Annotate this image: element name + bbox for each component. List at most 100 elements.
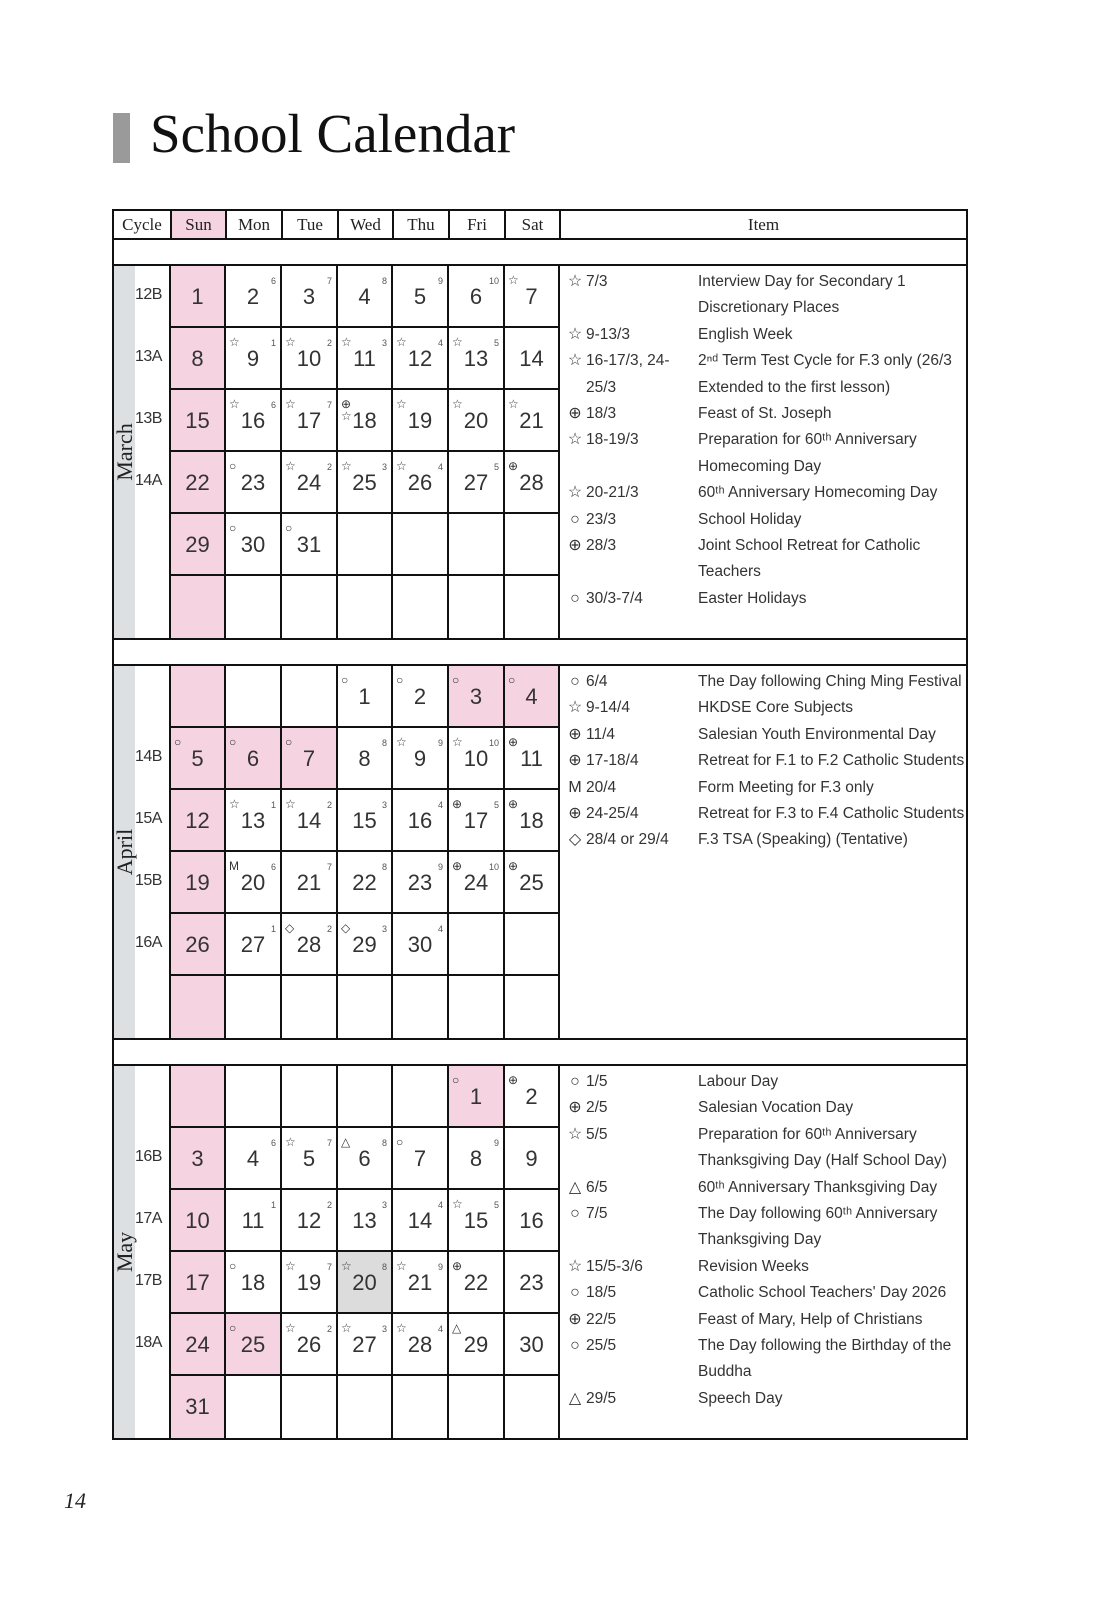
day-cell <box>280 576 336 638</box>
day-cell: ☆ 28 4 <box>391 1314 447 1376</box>
star-icon: ☆ <box>341 459 352 473</box>
day-cell: ☆ 20 8 <box>336 1252 391 1314</box>
day-number: 26 <box>296 1332 322 1357</box>
star-icon: ☆ <box>229 335 240 349</box>
day-number: 3 <box>469 684 483 709</box>
day-number: 6 <box>469 284 483 309</box>
header-sat: Sat <box>506 211 561 238</box>
day-number: 6 <box>246 746 260 771</box>
star-icon: ☆ <box>396 397 407 411</box>
event-date: 5/5 <box>586 1125 608 1143</box>
crossed-circle-icon: ⊕ <box>568 405 582 423</box>
cycle-label: 14B <box>135 748 162 765</box>
day-number: 1 <box>358 684 371 709</box>
event-description: English Week <box>698 325 793 343</box>
day-cell: ○ 5 <box>169 728 224 790</box>
cycle-label: 17B <box>135 1272 162 1289</box>
cycle-label: 16A <box>135 934 162 951</box>
day-number: 1 <box>191 284 204 309</box>
day-cell: 27 5 <box>447 452 503 514</box>
m-marker-icon: M <box>229 859 239 873</box>
event-description: 2ⁿᵈ Term Test Cycle for F.3 only (26/3 E… <box>698 352 952 396</box>
day-cell <box>336 576 391 638</box>
event-description: Speech Day <box>698 1389 783 1407</box>
star-icon: ☆ <box>229 397 240 411</box>
cycle-label <box>135 666 169 728</box>
day-cell <box>280 666 336 728</box>
cycle-day-number: 5 <box>493 800 499 810</box>
day-number: 6 <box>358 1146 371 1171</box>
day-cell: ☆ 10 2 <box>280 328 336 390</box>
cycle-day-number: 7 <box>326 400 332 410</box>
day-cell: 30 4 <box>391 914 447 976</box>
crossed-circle-icon: ⊕ <box>508 459 519 473</box>
event-item: ⊕ 24-25/4 Retreat for F.3 to F.4 Catholic … <box>564 801 966 827</box>
day-number: 11 <box>520 746 543 771</box>
month-spacer <box>114 1040 966 1066</box>
event-description: Joint School Retreat for Catholic Teache… <box>698 537 921 581</box>
day-cell <box>224 1376 280 1438</box>
day-cell <box>503 514 558 576</box>
day-cell: 23 9 <box>391 852 447 914</box>
header-item: Item <box>747 215 780 234</box>
day-number: 18 <box>519 808 544 833</box>
day-number: 15 <box>463 1208 489 1233</box>
day-number: 20 <box>240 870 266 895</box>
cycle-label <box>135 514 169 576</box>
event-item: ○ 6/4 The Day following Ching Ming Festiva… <box>564 669 966 695</box>
star-icon: ☆ <box>452 735 463 749</box>
star-icon: ☆ <box>452 335 463 349</box>
event-date: 18/3 <box>586 405 617 423</box>
day-number: 21 <box>296 870 322 895</box>
day-number: 20 <box>352 1270 377 1295</box>
event-date: 9-13/3 <box>586 325 630 343</box>
cycle-day-number: 9 <box>437 738 443 748</box>
day-number: 21 <box>519 408 544 433</box>
cycle-day-number: 7 <box>326 1262 332 1272</box>
event-date: 29/5 <box>586 1389 617 1407</box>
day-cell: 10 <box>169 1190 224 1252</box>
day-cell: 21 7 <box>280 852 336 914</box>
day-number: 2 <box>246 284 260 309</box>
event-item: ⊕ 28/3 Joint School Retreat for Catholic T… <box>564 533 966 586</box>
diamond-icon: ◇ <box>568 831 582 849</box>
circle-icon: ○ <box>570 589 580 607</box>
cycle-day-number: 3 <box>381 924 387 934</box>
event-item: ⊕ 11/4 Salesian Youth Environmental Day <box>564 722 966 748</box>
event-item: ☆ 18-19/3 Preparation for 60ᵗʰ Anniversary… <box>564 427 966 480</box>
day-number: 10 <box>185 1208 210 1233</box>
day-cell: ☆ 27 3 <box>336 1314 391 1376</box>
event-description: Retreat for F.3 to F.4 Catholic Students <box>698 805 965 823</box>
diamond-icon: ◇ <box>285 921 295 935</box>
day-cell: ☆ 19 7 <box>280 1252 336 1314</box>
crossed-circle-icon: ⊕ <box>452 859 463 873</box>
cycle-day-number: 2 <box>326 1324 332 1334</box>
day-number: 23 <box>240 470 266 495</box>
star-icon: ☆ <box>567 431 583 449</box>
day-cell: 29 <box>169 514 224 576</box>
day-number: 22 <box>352 870 377 895</box>
cycle-day-number: 7 <box>326 862 332 872</box>
day-cell: ☆ 13 1 <box>224 790 280 852</box>
event-date: 23/3 <box>586 510 617 528</box>
day-cell: △ 6 8 <box>336 1128 391 1190</box>
day-cell: 12 <box>169 790 224 852</box>
cycle-label: 12B <box>135 286 162 303</box>
day-number: 7 <box>525 284 538 309</box>
day-cell: 19 <box>169 852 224 914</box>
event-date: 7/5 <box>586 1205 608 1223</box>
event-item: ⊕ 2/5 Salesian Vocation Day <box>564 1095 966 1121</box>
day-number: 28 <box>407 1332 433 1357</box>
cycle-day-number: 10 <box>488 738 499 748</box>
day-cell: ☆ 14 2 <box>280 790 336 852</box>
day-number: 25 <box>352 470 377 495</box>
day-cell: 14 4 <box>391 1190 447 1252</box>
event-description: Feast of St. Joseph <box>698 405 832 423</box>
day-cell: ☆ 20 <box>447 390 503 452</box>
star-icon: ☆ <box>285 397 296 411</box>
day-number: 2 <box>413 684 427 709</box>
event-item: ⊕ 22/5 Feast of Mary, Help of Christians <box>564 1307 966 1333</box>
day-cell: ◇ 29 3 <box>336 914 391 976</box>
month-label: May <box>111 1231 137 1273</box>
